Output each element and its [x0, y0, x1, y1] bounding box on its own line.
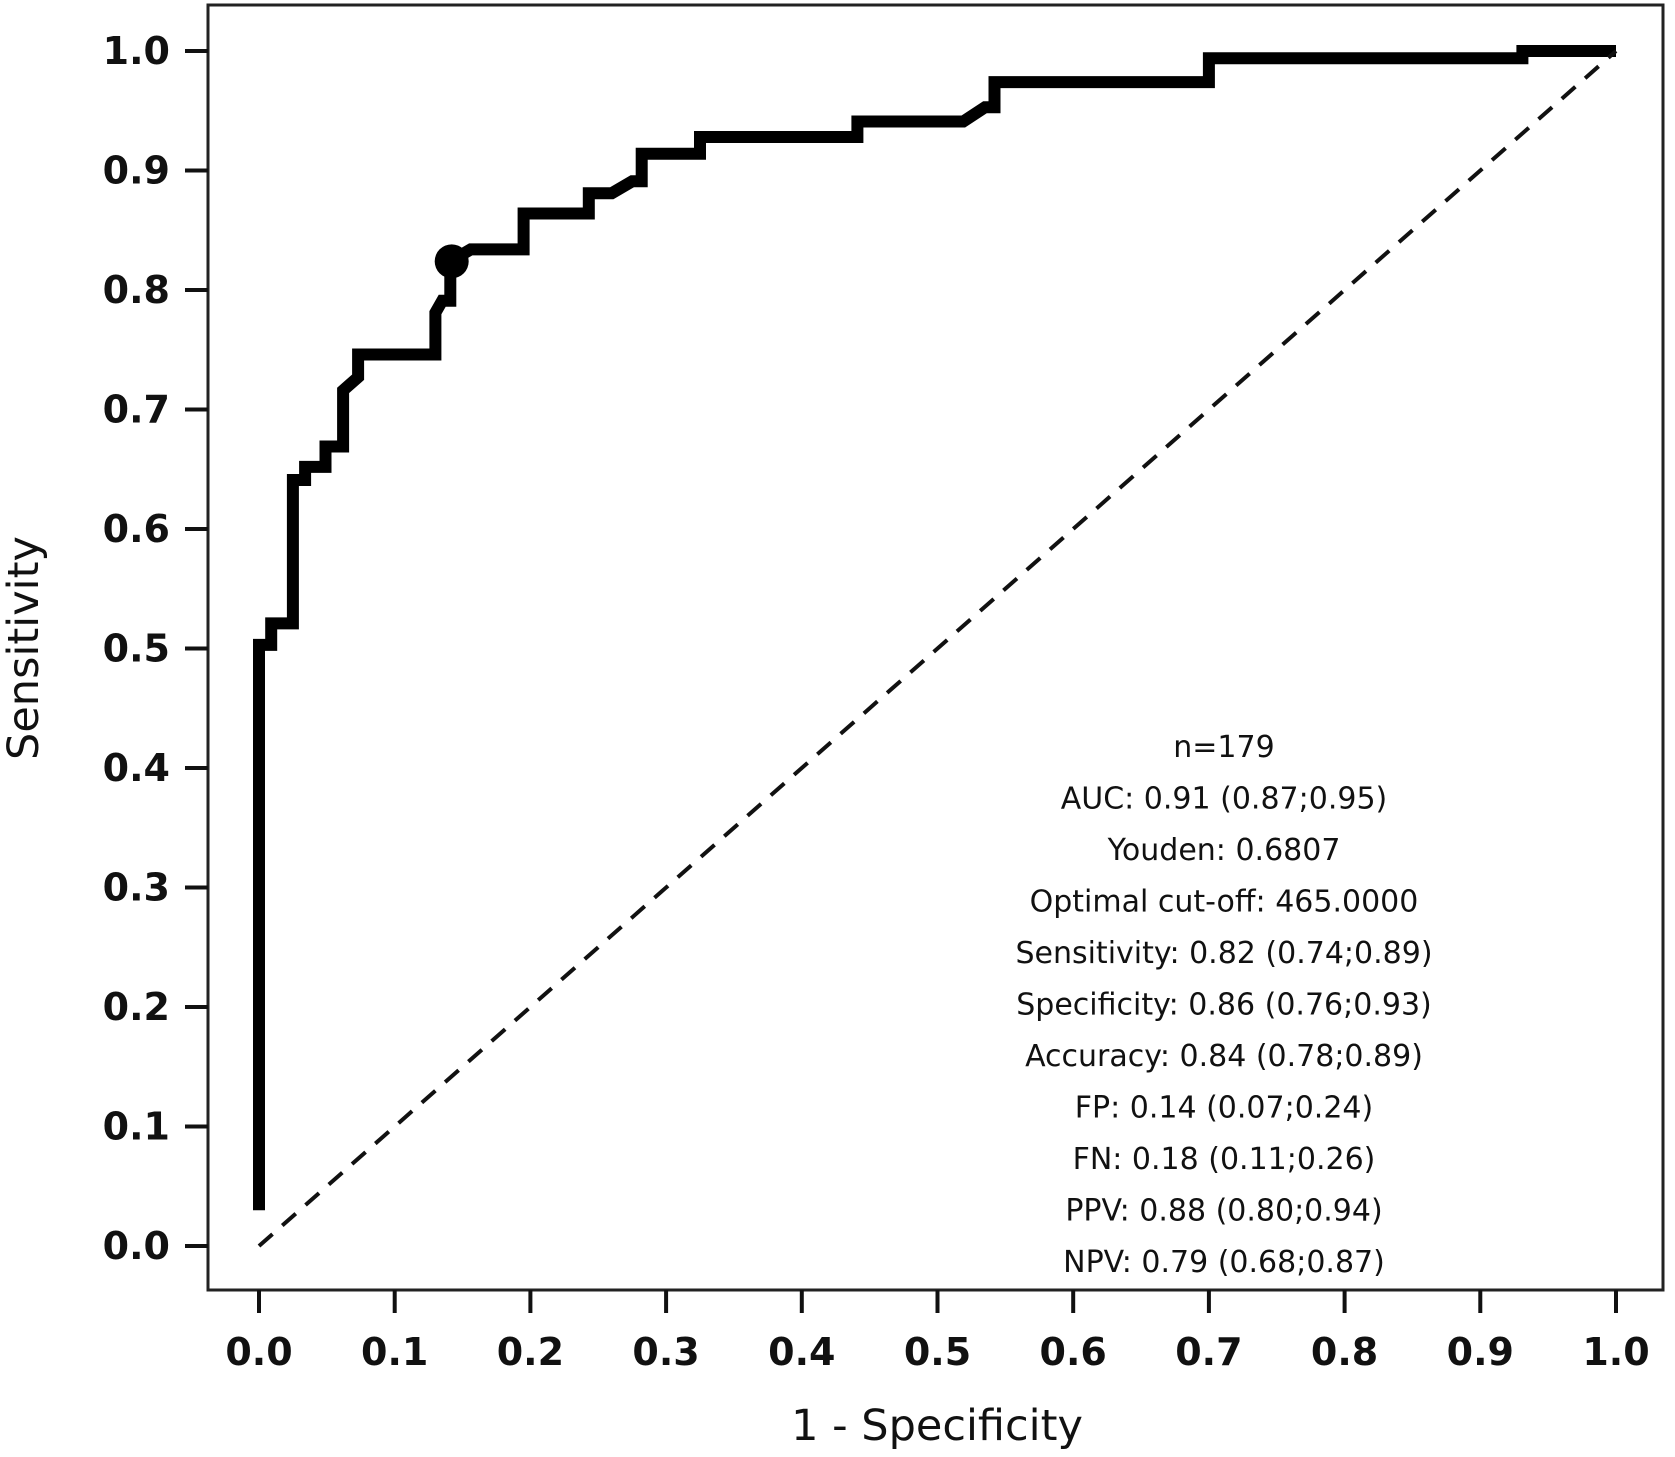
- annotation-line: Youden: 0.6807: [1107, 833, 1341, 868]
- y-tick-label: 1.0: [103, 29, 170, 73]
- y-tick-label: 0.5: [103, 627, 170, 671]
- optimal-point-marker: [434, 244, 469, 279]
- annotation-line: AUC: 0.91 (0.87;0.95): [1061, 782, 1388, 817]
- x-tick-label: 0.7: [1175, 1330, 1242, 1374]
- y-tick-label: 0.0: [103, 1224, 170, 1268]
- annotation-line: FN: 0.18 (0.11;0.26): [1073, 1142, 1376, 1177]
- y-axis-title: Sensitivity: [0, 536, 49, 760]
- x-tick-label: 1.0: [1582, 1330, 1649, 1374]
- y-tick-label: 0.9: [103, 149, 170, 193]
- x-tick-label: 0.8: [1311, 1330, 1378, 1374]
- x-tick-label: 0.5: [904, 1330, 971, 1374]
- y-tick-label: 0.8: [103, 268, 170, 312]
- x-tick-label: 0.2: [497, 1330, 564, 1374]
- roc-curve: [253, 45, 1616, 1211]
- x-tick-label: 0.3: [632, 1330, 699, 1374]
- x-tick-label: 0.9: [1447, 1330, 1514, 1374]
- y-tick-label: 0.4: [103, 746, 170, 790]
- annotation-line: Accuracy: 0.84 (0.78;0.89): [1025, 1039, 1423, 1074]
- x-axis-title: 1 - Specificity: [791, 1401, 1083, 1451]
- annotation-line: Sensitivity: 0.82 (0.74;0.89): [1015, 936, 1432, 971]
- generated-chart-layer: 0.0 0.1 0.2 0.3 0.4 0.5 0.6 0.7 0.8 0.9 1.0 0.0 0.1 0…: [103, 3, 1665, 1374]
- annotation-line: Specificity: 0.86 (0.76;0.93): [1016, 988, 1432, 1023]
- chance-diagonal: [257, 49, 1618, 1248]
- y-tick-label: 0.1: [103, 1105, 170, 1149]
- annotation-line: n=179: [1173, 730, 1274, 765]
- y-tick-label: 0.6: [103, 507, 170, 551]
- y-tick-label: 0.2: [103, 985, 170, 1029]
- y-tick-label: 0.3: [103, 866, 170, 910]
- x-tick-label: 0.1: [361, 1330, 428, 1374]
- x-tick-label: 0.0: [225, 1330, 292, 1374]
- annotation-line: PPV: 0.88 (0.80;0.94): [1065, 1194, 1382, 1229]
- y-tick-label: 0.7: [103, 388, 170, 432]
- x-tick-label: 0.6: [1040, 1330, 1107, 1374]
- annotation-line: Optimal cut-off: 465.0000: [1030, 885, 1419, 920]
- annotation-line: FP: 0.14 (0.07;0.24): [1075, 1091, 1373, 1126]
- x-tick-label: 0.4: [768, 1330, 835, 1374]
- annotation-line: NPV: 0.79 (0.68;0.87): [1063, 1245, 1385, 1280]
